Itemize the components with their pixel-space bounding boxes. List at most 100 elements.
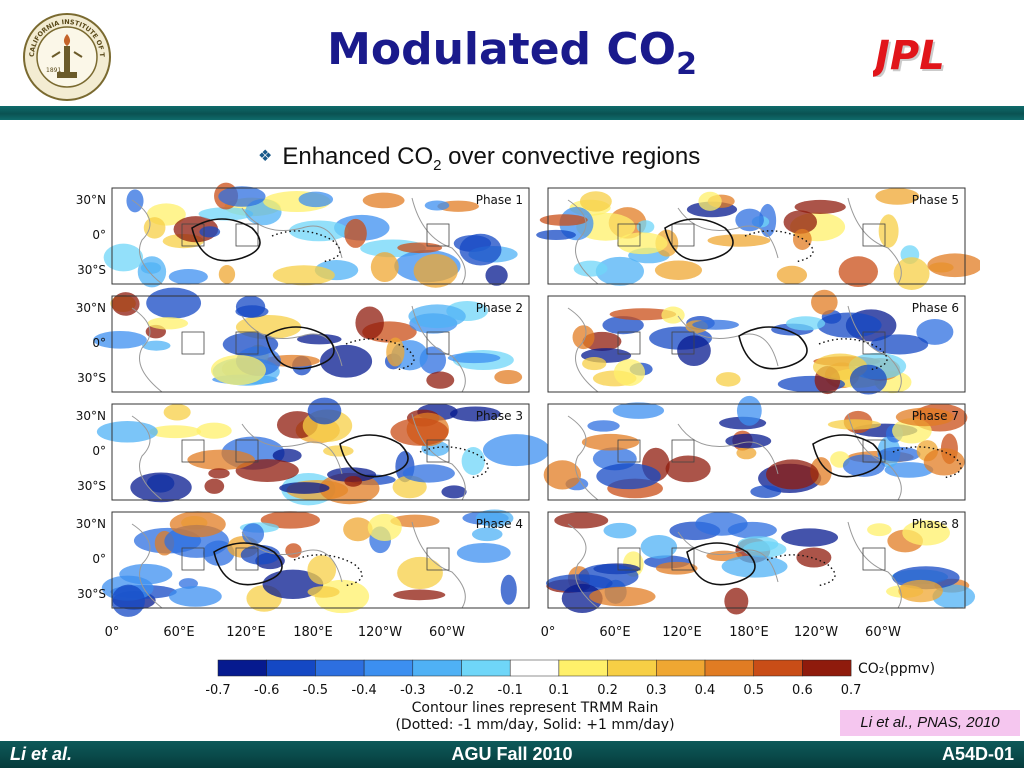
region-box [617, 331, 641, 355]
phase-panel: Phase 8 [546, 511, 976, 615]
anomaly-blob [198, 207, 254, 221]
anomaly-blob [298, 191, 334, 208]
colorbar-tick-label: 0.3 [646, 683, 667, 698]
y-tick-label: 0° [92, 228, 106, 242]
region-box [862, 223, 886, 247]
anomaly-blob [408, 304, 466, 329]
solid-rain-contour [664, 218, 734, 262]
anomaly-blob [208, 468, 230, 479]
y-tick-label: 30°S [77, 371, 106, 385]
anomaly-blob [343, 517, 373, 542]
region-box [617, 547, 641, 571]
anomaly-blob [441, 485, 467, 499]
phase-panel: Phase 2 30°N 0° 30°S [76, 287, 530, 393]
colorbar-unit-label: CO₂(ppmv) [858, 661, 935, 677]
phase-panel: Phase 5 [536, 187, 980, 290]
anomaly-blob [572, 325, 595, 350]
anomaly-blob [654, 260, 703, 280]
region-box [235, 331, 259, 355]
region-box [426, 547, 450, 571]
anomaly-blob [794, 199, 846, 214]
anomaly-blob [196, 422, 232, 439]
coastline [567, 305, 902, 393]
anomaly-blob [355, 306, 384, 340]
x-tick-label: 0° [541, 625, 556, 640]
anomaly-blob [272, 265, 335, 286]
anomaly-blob [126, 189, 144, 213]
coastline [567, 197, 902, 285]
anomaly-blob [617, 232, 668, 255]
footer-conference: AGU Fall 2010 [451, 744, 573, 764]
colorbar-swatch [607, 659, 657, 677]
region-box [181, 439, 205, 463]
footer-author: Li et al. [10, 744, 73, 764]
colorbar-tick-label: -0.1 [498, 683, 523, 698]
anomaly-blob [187, 449, 255, 470]
anomaly-blob [546, 574, 613, 593]
phase-label: Phase 1 [476, 193, 523, 207]
anomaly-blob [426, 371, 455, 389]
colorbar-tick-label: 0.4 [695, 683, 716, 698]
region-box [181, 547, 205, 571]
anomaly-blob [142, 340, 171, 351]
solid-rain-contour [191, 218, 261, 262]
region-box [426, 223, 450, 247]
figure-note: (Dotted: -1 mm/day, Solid: +1 mm/day) [395, 717, 674, 733]
footer-session: A54D-01 [941, 744, 1014, 764]
x-tick-label: 120°E [226, 625, 266, 640]
colorbar-tick-label: -0.3 [400, 683, 425, 698]
anomaly-blob [307, 555, 337, 585]
slide-title: Modulated CO2 [327, 24, 697, 82]
coastline [131, 521, 466, 609]
anomaly-blob [640, 535, 678, 559]
anomaly-blob [573, 260, 608, 277]
panel-frame [111, 187, 530, 285]
y-tick-label: 30°S [77, 587, 106, 601]
anomaly-blob [842, 454, 885, 477]
anomaly-blob [612, 402, 665, 419]
panel-frame [111, 403, 530, 501]
panel-frame [111, 295, 530, 393]
anomaly-blob [776, 265, 808, 285]
colorbar-tick-label: -0.6 [254, 683, 279, 698]
colorbar-tick-label: 0.2 [597, 683, 618, 698]
anomaly-blob [698, 191, 722, 211]
figure-note: Contour lines represent TRMM Rain [412, 700, 659, 716]
anomaly-blob [737, 536, 779, 552]
anomaly-blob [932, 584, 976, 609]
anomaly-blob [461, 447, 485, 476]
anomaly-blob [168, 269, 208, 285]
anomaly-blob [485, 265, 508, 286]
region-box [235, 547, 259, 571]
region-box [181, 223, 205, 247]
solid-rain-contour [213, 542, 283, 586]
solid-rain-contour [339, 434, 409, 478]
anomaly-blob [870, 334, 929, 355]
phase-panel: Phase 4 30°N 0° 30°S [76, 509, 530, 617]
anomaly-blob [715, 372, 741, 387]
anomaly-blob [459, 233, 502, 266]
anomaly-blob [692, 319, 739, 330]
region-box [181, 331, 205, 355]
anomaly-blob [724, 587, 749, 615]
region-box [671, 439, 695, 463]
colorbar-tick-label: -0.7 [205, 683, 230, 698]
phase-label: Phase 3 [476, 409, 523, 423]
anomaly-blob [235, 459, 299, 483]
header-divider [0, 106, 1024, 120]
region-box [617, 439, 641, 463]
anomaly-blob [609, 308, 677, 321]
phase-label: Phase 2 [476, 301, 523, 315]
anomaly-blob [661, 306, 685, 324]
anomaly-blob [393, 589, 446, 601]
anomaly-blob [218, 265, 236, 284]
x-tick-label: 60°W [865, 625, 901, 640]
anomaly-blob [199, 226, 221, 238]
anomaly-blob [875, 188, 920, 205]
coastline [131, 413, 466, 501]
phase-panel: Phase 6 [547, 289, 966, 395]
anomaly-blob [130, 472, 192, 503]
anomaly-blob [595, 256, 644, 286]
anomaly-blob [456, 543, 511, 563]
colorbar-tick-label: 0.5 [743, 683, 764, 698]
